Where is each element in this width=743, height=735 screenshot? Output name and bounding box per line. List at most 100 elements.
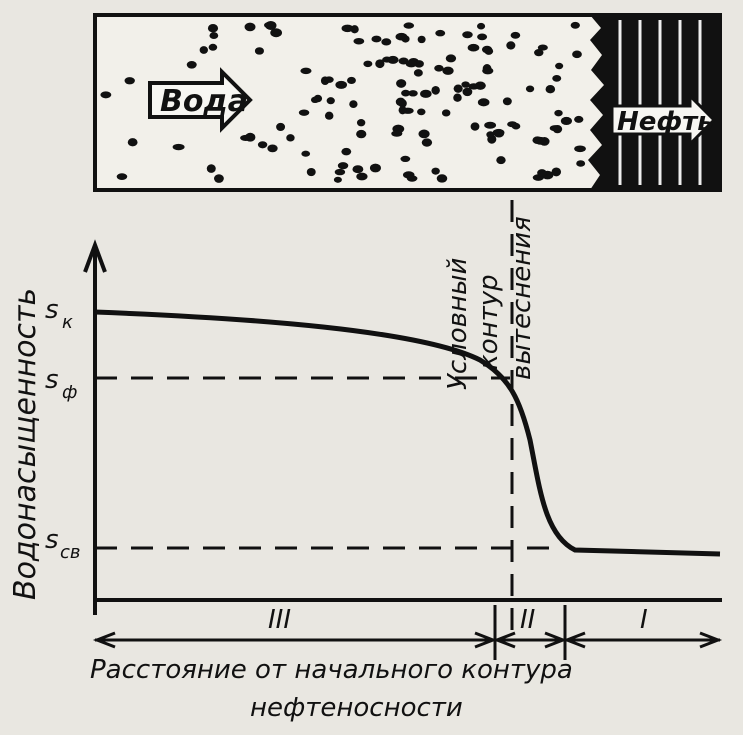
droplet bbox=[369, 163, 381, 173]
droplet bbox=[414, 60, 424, 68]
oil-arrow bbox=[610, 92, 717, 148]
droplet bbox=[482, 67, 494, 75]
droplet bbox=[506, 41, 516, 50]
level-symbol: s bbox=[45, 295, 59, 325]
droplet bbox=[486, 131, 495, 138]
droplet bbox=[400, 155, 411, 163]
droplet bbox=[403, 22, 415, 29]
droplet bbox=[387, 55, 399, 64]
droplet bbox=[406, 175, 418, 182]
droplet bbox=[172, 143, 185, 151]
droplet bbox=[537, 169, 547, 177]
droplet bbox=[208, 43, 218, 51]
front-label: вытеснения bbox=[507, 216, 537, 380]
droplet bbox=[341, 147, 352, 156]
droplet bbox=[401, 89, 411, 97]
zone-label: II bbox=[520, 605, 535, 635]
water-droplets bbox=[100, 20, 586, 183]
droplet bbox=[534, 49, 544, 57]
droplet bbox=[405, 60, 417, 68]
droplet bbox=[453, 93, 462, 102]
droplet bbox=[477, 22, 486, 30]
x-axis-label: нефтеносности bbox=[250, 693, 463, 723]
oil-stripes bbox=[618, 20, 702, 185]
droplet bbox=[395, 97, 406, 107]
droplet bbox=[116, 173, 128, 181]
droplet bbox=[124, 77, 135, 85]
droplet bbox=[552, 75, 562, 82]
droplet bbox=[396, 79, 407, 88]
droplet bbox=[324, 111, 334, 120]
droplet bbox=[484, 121, 497, 129]
saturation-curve bbox=[94, 309, 721, 557]
x-axis-label: Расстояние от начального контура bbox=[90, 655, 573, 685]
droplet bbox=[442, 66, 454, 75]
droplet bbox=[341, 24, 354, 33]
front-label: Условный bbox=[443, 258, 473, 390]
droplet bbox=[431, 85, 440, 95]
droplet bbox=[375, 59, 385, 69]
droplet bbox=[436, 174, 448, 183]
droplet bbox=[244, 22, 256, 32]
droplet bbox=[324, 76, 334, 83]
droplet bbox=[418, 129, 430, 139]
droplet bbox=[363, 60, 373, 68]
droplet bbox=[417, 108, 426, 116]
droplet bbox=[570, 21, 580, 29]
droplet bbox=[445, 54, 457, 63]
droplet bbox=[306, 167, 316, 177]
droplet bbox=[534, 136, 546, 145]
droplet bbox=[350, 25, 359, 34]
droplet bbox=[413, 69, 423, 77]
level-symbol: s bbox=[45, 365, 59, 395]
droplet bbox=[574, 145, 586, 153]
droplet bbox=[572, 50, 582, 59]
droplet bbox=[199, 46, 208, 54]
y-axis-arrow bbox=[83, 239, 107, 273]
droplet bbox=[408, 90, 418, 97]
droplet bbox=[381, 38, 392, 46]
level-subscript: ф bbox=[62, 382, 77, 403]
water-arrow bbox=[148, 67, 253, 133]
droplet bbox=[353, 37, 365, 45]
droplet bbox=[431, 167, 440, 175]
zone-label: III bbox=[268, 605, 291, 635]
droplet bbox=[576, 160, 586, 167]
droplet bbox=[574, 115, 584, 123]
level-subscript: к bbox=[62, 312, 73, 333]
droplet bbox=[484, 47, 494, 55]
droplet bbox=[554, 109, 563, 117]
water-label: Вода bbox=[160, 84, 248, 119]
droplet bbox=[301, 150, 311, 157]
droplet bbox=[371, 35, 382, 43]
droplet bbox=[206, 164, 216, 173]
droplet bbox=[398, 105, 407, 115]
droplet bbox=[545, 85, 556, 94]
droplet bbox=[461, 81, 470, 88]
level-subscript: св bbox=[60, 542, 81, 563]
droplet bbox=[207, 24, 219, 33]
droplet bbox=[434, 64, 444, 72]
droplet bbox=[214, 174, 224, 183]
droplet bbox=[551, 167, 562, 177]
droplet bbox=[507, 121, 518, 128]
droplet bbox=[560, 116, 572, 126]
droplet bbox=[334, 168, 346, 176]
droplet bbox=[100, 91, 112, 99]
droplet bbox=[525, 85, 535, 93]
droplet bbox=[254, 47, 264, 55]
droplet bbox=[337, 162, 349, 170]
droplet bbox=[453, 84, 463, 93]
droplet bbox=[270, 28, 283, 38]
droplet bbox=[352, 165, 364, 174]
level-symbol: s bbox=[45, 525, 59, 555]
zone-arrows bbox=[92, 631, 723, 649]
droplet bbox=[356, 119, 366, 127]
droplet bbox=[468, 83, 480, 90]
droplet bbox=[300, 67, 312, 75]
droplet bbox=[276, 122, 286, 132]
droplet bbox=[420, 89, 432, 98]
droplet bbox=[335, 80, 348, 89]
droplet bbox=[356, 172, 368, 181]
